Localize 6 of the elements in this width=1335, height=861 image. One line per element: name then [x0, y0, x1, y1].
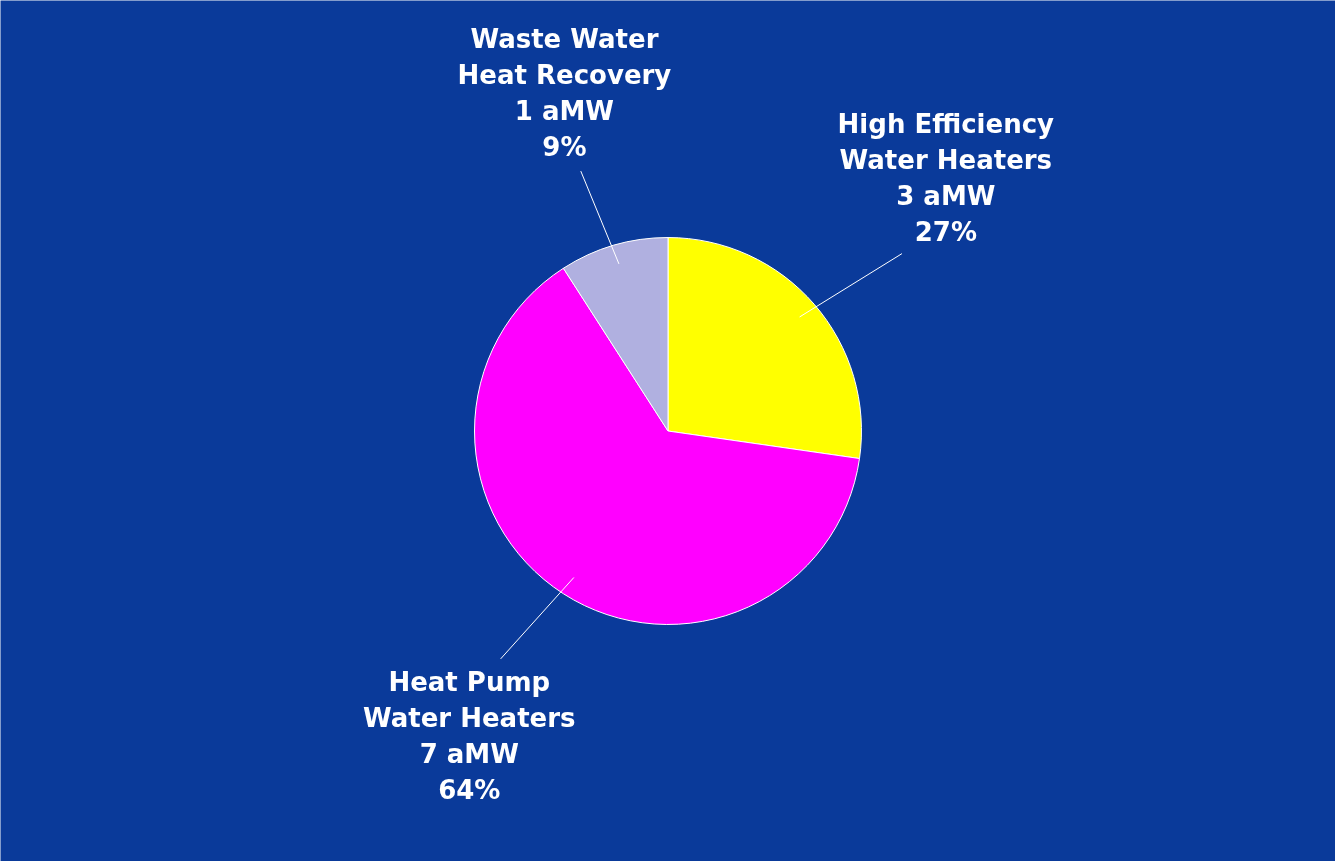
data-label: 7 aMW 64% — [419, 739, 519, 806]
data-label: 3 aMW 27% — [896, 181, 996, 248]
slice-label: High Efficiency Water Heaters — [837, 109, 1055, 176]
slice-label: Waste Water Heat Recovery — [457, 23, 672, 90]
data-label: 1 aMW 9% — [514, 95, 615, 162]
slice-label: Heat Pump Water Heaters — [362, 667, 576, 734]
